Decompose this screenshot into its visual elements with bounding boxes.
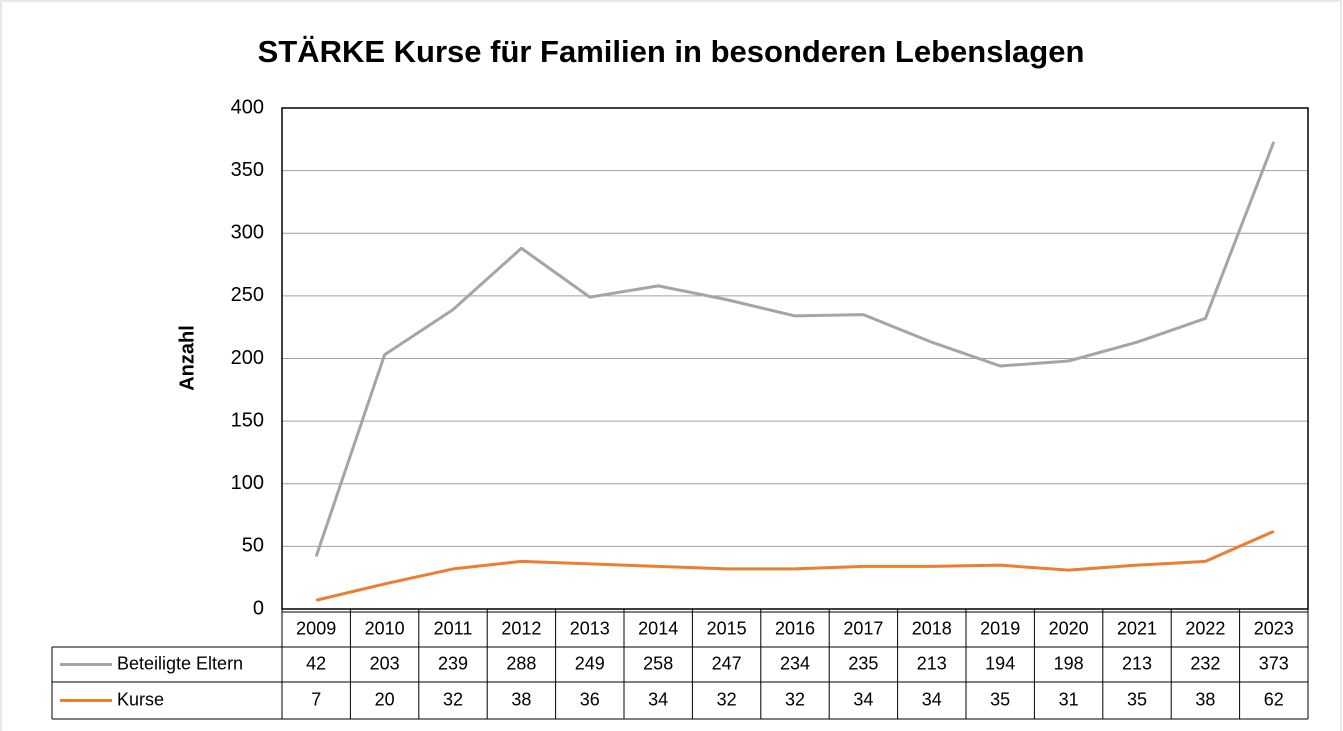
table-value: 35 <box>1127 689 1147 709</box>
y-tick-label: 250 <box>231 284 264 306</box>
table-value: 235 <box>848 653 878 673</box>
legend-label: Kurse <box>117 689 164 709</box>
table-value: 62 <box>1264 689 1284 709</box>
series-line <box>315 529 1275 602</box>
chart-title: STÄRKE Kurse für Familien in besonderen … <box>258 34 1085 69</box>
table-value: 32 <box>443 689 463 709</box>
table-value: 38 <box>1195 689 1215 709</box>
table-value: 35 <box>990 689 1010 709</box>
x-tick-label: 2015 <box>707 618 747 638</box>
table-value: 213 <box>917 653 947 673</box>
y-tick-label: 350 <box>231 159 264 181</box>
table-value: 36 <box>580 689 600 709</box>
table-value: 247 <box>712 653 742 673</box>
x-tick-label: 2022 <box>1185 618 1225 638</box>
legend-label: Beteiligte Eltern <box>117 653 243 673</box>
x-tick-label: 2023 <box>1254 618 1294 638</box>
table-value: 239 <box>438 653 468 673</box>
table-value: 194 <box>985 653 1015 673</box>
x-tick-label: 2016 <box>775 618 815 638</box>
x-tick-label: 2009 <box>296 618 336 638</box>
y-tick-label: 150 <box>231 409 264 431</box>
table-value: 32 <box>785 689 805 709</box>
y-tick-label: 100 <box>231 472 264 494</box>
x-tick-label: 2013 <box>570 618 610 638</box>
table-value: 249 <box>575 653 605 673</box>
x-tick-label: 2021 <box>1117 618 1157 638</box>
table-value: 288 <box>506 653 536 673</box>
series-line <box>314 141 1276 557</box>
table-value: 213 <box>1122 653 1152 673</box>
x-tick-label: 2017 <box>843 618 883 638</box>
table-value: 234 <box>780 653 810 673</box>
y-tick-label: 50 <box>242 535 264 557</box>
table-value: 373 <box>1259 653 1289 673</box>
y-tick-label: 200 <box>231 347 264 369</box>
table-value: 34 <box>853 689 873 709</box>
x-tick-label: 2010 <box>365 618 405 638</box>
table-value: 232 <box>1190 653 1220 673</box>
table-value: 32 <box>717 689 737 709</box>
x-tick-label: 2019 <box>980 618 1020 638</box>
table-value: 34 <box>922 689 942 709</box>
table-value: 31 <box>1059 689 1079 709</box>
x-tick-label: 2018 <box>912 618 952 638</box>
y-tick-label: 0 <box>253 597 264 619</box>
x-tick-label: 2012 <box>501 618 541 638</box>
table-value: 198 <box>1054 653 1084 673</box>
table-value: 7 <box>311 689 321 709</box>
table-value: 203 <box>370 653 400 673</box>
table-value: 34 <box>648 689 668 709</box>
y-tick-label: 300 <box>231 222 264 244</box>
table-value: 42 <box>306 653 326 673</box>
y-tick-label: 400 <box>231 96 264 118</box>
x-tick-label: 2020 <box>1049 618 1089 638</box>
table-value: 258 <box>643 653 673 673</box>
table-value: 20 <box>375 689 395 709</box>
x-tick-label: 2011 <box>434 618 473 638</box>
x-tick-label: 2014 <box>638 618 678 638</box>
y-axis-label: Anzahl <box>176 325 198 391</box>
table-value: 38 <box>511 689 531 709</box>
